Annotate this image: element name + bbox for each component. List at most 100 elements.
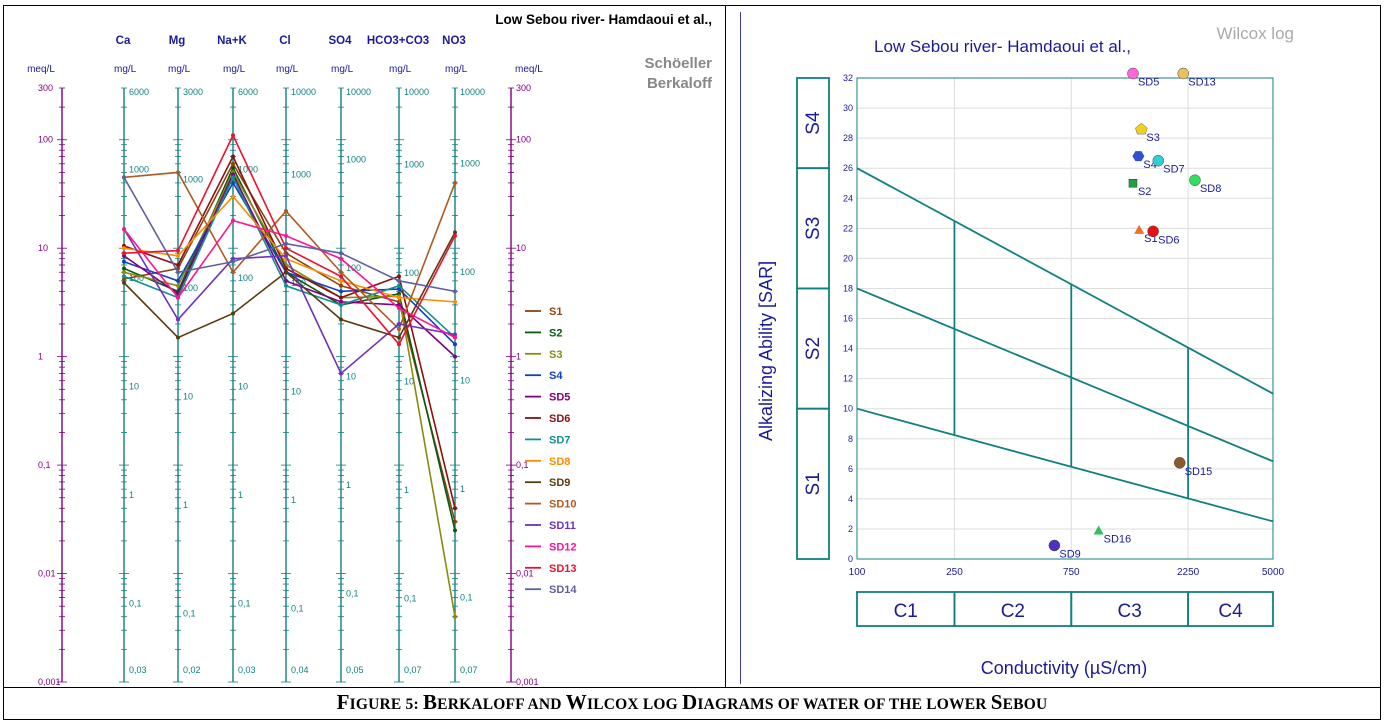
axis-tick-label: 10 bbox=[129, 382, 139, 392]
axis-tick-label: 1 bbox=[346, 480, 351, 490]
series-point-sd11 bbox=[284, 253, 288, 258]
axis-tick-label: 1000 bbox=[183, 175, 203, 185]
x-tick-label: 250 bbox=[946, 567, 963, 578]
series-point-sd10 bbox=[231, 270, 235, 275]
legend-label: S4 bbox=[549, 370, 563, 382]
series-point-sd12 bbox=[397, 306, 401, 311]
y-tick-label: 10 bbox=[843, 404, 853, 414]
y-tick-label: 32 bbox=[843, 73, 853, 83]
series-point-sd10 bbox=[339, 270, 343, 275]
legend-label: S1 bbox=[549, 306, 562, 318]
series-point-s3 bbox=[176, 283, 180, 288]
series-point-sd6 bbox=[231, 154, 235, 159]
point-sd16 bbox=[1093, 525, 1104, 535]
series-point-sd5 bbox=[231, 172, 235, 177]
point-sd9-label: SD9 bbox=[1059, 548, 1080, 560]
series-point-sd13 bbox=[176, 248, 180, 253]
series-point-sd7 bbox=[284, 283, 288, 288]
figure-frame bbox=[3, 5, 1381, 720]
series-point-sd7 bbox=[122, 274, 126, 279]
axis-tick-label: 100 bbox=[460, 267, 475, 277]
series-point-sd10 bbox=[284, 209, 288, 214]
point-sd13-label: SD13 bbox=[1188, 76, 1216, 88]
axis-unit: mg/L bbox=[331, 64, 354, 75]
panel-inner-divider bbox=[740, 12, 741, 684]
axis-unit: mg/L bbox=[114, 64, 137, 75]
axis-tick-label: 100 bbox=[129, 273, 144, 283]
point-s3-label: S3 bbox=[1146, 132, 1159, 144]
axis-tick-label: 10 bbox=[183, 392, 193, 402]
series-point-sd6 bbox=[397, 274, 401, 279]
series-point-sd11 bbox=[231, 256, 235, 261]
series-point-sd14 bbox=[284, 241, 288, 246]
series-point-s1 bbox=[231, 161, 235, 166]
axis-tick-label: 1000 bbox=[238, 165, 258, 175]
axis-unit: mg/L bbox=[168, 64, 191, 75]
series-point-sd10 bbox=[453, 180, 457, 185]
schoeller-berkaloff-chart: Low Sebou river- Hamdaoui et al., Schöel… bbox=[27, 12, 713, 687]
series-point-sd11 bbox=[176, 317, 180, 322]
point-sd6 bbox=[1147, 225, 1159, 238]
point-s1 bbox=[1134, 224, 1145, 234]
s-class-label: S2 bbox=[803, 337, 824, 360]
axis-tick-label: 10000 bbox=[460, 87, 485, 97]
axis-name: Ca bbox=[116, 35, 131, 47]
series-point-s4 bbox=[453, 342, 457, 347]
series-point-sd7 bbox=[231, 175, 235, 180]
point-sd5-label: SD5 bbox=[1138, 76, 1159, 88]
axis-tick-label: 1 bbox=[183, 500, 188, 510]
axis-tick-label: 0,05 bbox=[346, 665, 364, 675]
point-s4 bbox=[1132, 151, 1145, 162]
series-line-s1 bbox=[123, 162, 456, 523]
series-point-sd9 bbox=[284, 270, 288, 275]
axis-tick-label: 100 bbox=[38, 135, 53, 145]
series-point-sd13 bbox=[339, 274, 343, 279]
point-sd13 bbox=[1177, 67, 1190, 80]
axis-name: Na+K bbox=[217, 35, 247, 47]
axis-tick-label: 1 bbox=[516, 352, 521, 362]
series-point-sd12 bbox=[122, 227, 126, 232]
x-tick-label: 5000 bbox=[1262, 567, 1285, 578]
plot-frame bbox=[856, 77, 1274, 560]
series-point-sd13 bbox=[284, 246, 288, 251]
series-point-sd9 bbox=[231, 311, 235, 316]
series-point-sd9 bbox=[339, 317, 343, 322]
point-sd15-label: SD15 bbox=[1185, 466, 1213, 478]
wilcox-chart: Low Sebou river- Hamdaoui et al., Wilcox… bbox=[756, 24, 1294, 678]
legend-label: SD13 bbox=[549, 563, 577, 575]
series-point-sd11 bbox=[397, 321, 401, 326]
series-point-sd6 bbox=[176, 262, 180, 267]
series-point-sd13 bbox=[231, 133, 235, 138]
c-class-label: C1 bbox=[894, 601, 918, 622]
series-point-s4 bbox=[176, 278, 180, 283]
sar-boundary bbox=[856, 287, 1274, 463]
series-point-sd6 bbox=[284, 266, 288, 271]
series-point-sd12 bbox=[339, 256, 343, 261]
series-point-s1 bbox=[339, 283, 343, 288]
legend-label: S2 bbox=[549, 327, 562, 339]
panel-divider bbox=[725, 5, 726, 687]
y-tick-label: 26 bbox=[843, 163, 853, 173]
series-point-sd8 bbox=[339, 278, 343, 283]
legend-label: SD6 bbox=[549, 413, 570, 425]
series-point-s3 bbox=[453, 614, 457, 619]
axis-tick-label: 10 bbox=[404, 377, 414, 387]
series-point-sd13 bbox=[122, 251, 126, 256]
axis-tick-label: 1000 bbox=[346, 155, 366, 165]
series-point-sd7 bbox=[339, 302, 343, 307]
axis-unit: meq/L bbox=[515, 64, 543, 75]
point-sd6-label: SD6 bbox=[1158, 234, 1179, 246]
legend-label: SD5 bbox=[549, 392, 570, 404]
axis-tick-label: 100 bbox=[346, 263, 361, 273]
series-point-sd8 bbox=[397, 295, 401, 300]
y-tick-label: 20 bbox=[843, 253, 853, 263]
series-point-sd14 bbox=[231, 259, 235, 264]
axis-tick-label: 1 bbox=[291, 495, 296, 505]
axis-tick-label: 1 bbox=[129, 490, 134, 500]
series-line-s3 bbox=[123, 170, 456, 617]
series-point-sd7 bbox=[397, 283, 401, 288]
axis-tick-label: 0,01 bbox=[38, 569, 56, 579]
series-point-s4 bbox=[231, 180, 235, 185]
series-point-sd14 bbox=[122, 175, 126, 180]
axis-unit: mg/L bbox=[223, 64, 246, 75]
